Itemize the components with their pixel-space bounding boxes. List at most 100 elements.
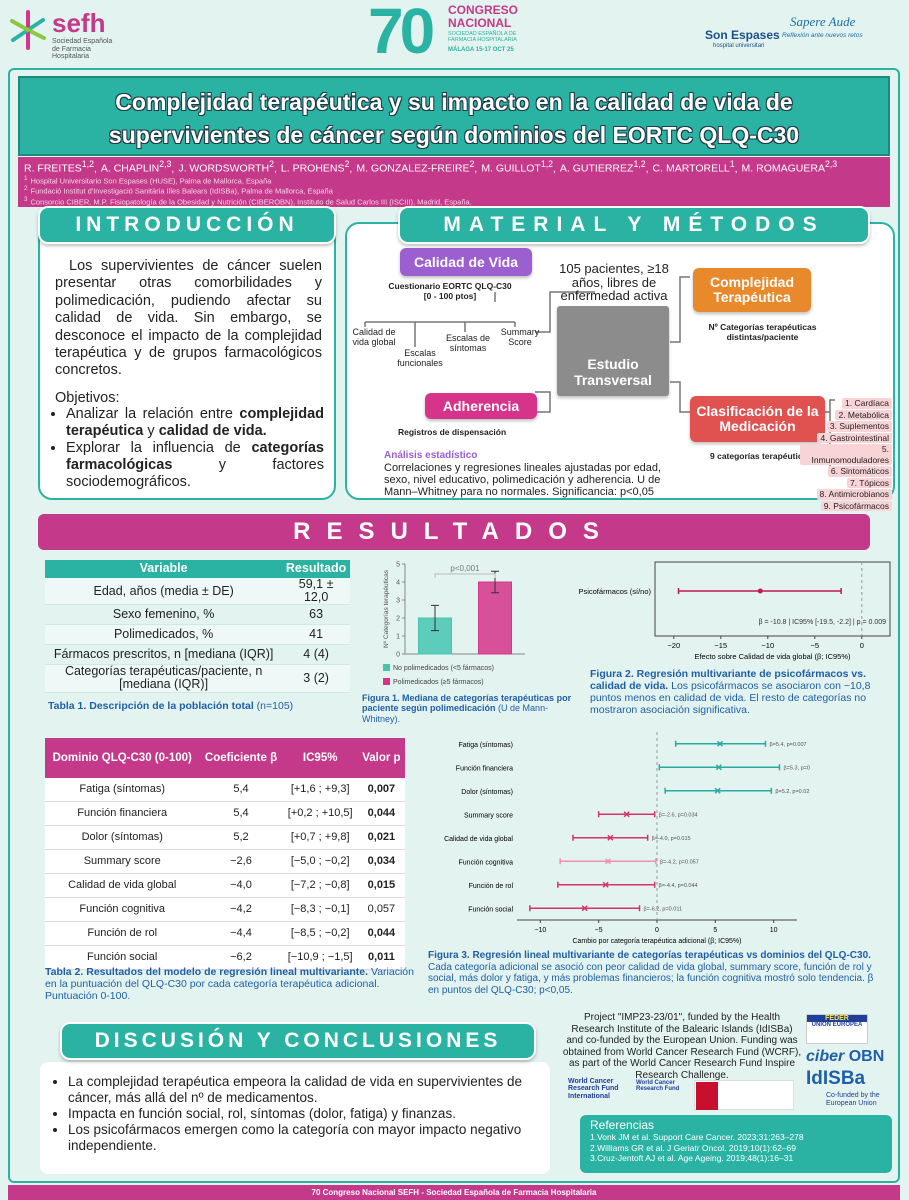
value-label: β=5.3, p=0.044 — [784, 765, 811, 771]
affiliation: 3 Consorcio CIBER, M.P. Fisiopatología de… — [24, 196, 884, 207]
author-name: A. GUTIERREZ — [559, 162, 634, 175]
header-cell: Coeficiente β — [199, 738, 283, 778]
author-sep: , — [349, 162, 353, 175]
category-item: 8. Antimicrobianos — [816, 489, 892, 500]
x-tick-label: −15 — [714, 641, 727, 650]
questionnaire-name: Cuestionario EORTC QLQ-C30 — [388, 281, 512, 291]
references-box: Referencias 1.Vonk JM et al. Support Car… — [580, 1115, 892, 1173]
author-name: M. GUILLOT — [481, 162, 541, 175]
results-heading: RESULTADOS — [38, 514, 870, 550]
table-cell: 5,4 — [199, 801, 283, 826]
x-tick-label: 0 — [655, 927, 659, 934]
y-tick-label: 1 — [396, 634, 400, 641]
category-label: Función de rol — [469, 883, 514, 890]
objective-part: calidad de vida. — [158, 422, 267, 439]
author-name: J. WORDSWORTH — [178, 162, 270, 175]
y-tick-label: 4 — [396, 580, 400, 587]
objective-part: y — [143, 422, 159, 439]
table2-caption: Tabla 2. Resultados del modelo de regres… — [45, 966, 415, 1002]
ciber: ciber — [806, 1048, 845, 1065]
table-cell: 0,044 — [357, 801, 405, 826]
path — [670, 381, 690, 413]
table-cell: 5,4 — [199, 778, 283, 802]
caption-title: Tabla 1. Descripción de la población tot… — [48, 700, 254, 712]
legend-label: Polimedicados (≥5 fármacos) — [393, 679, 484, 686]
scale: Escalas funcionales — [397, 348, 443, 368]
scale: Summary Score — [500, 327, 540, 347]
author-sep: , — [734, 162, 738, 175]
table-cell: [−5,0 ; −0,2] — [282, 849, 358, 874]
x-tick-label: −10 — [534, 927, 546, 934]
author-sup: 2,3 — [824, 159, 838, 169]
value-label: β=5.4, p=0.007 — [770, 742, 807, 748]
adherence-box: Adherencia — [425, 393, 537, 419]
author-sup: 1,2 — [540, 159, 553, 169]
table1-wrap: Variable Resultado Edad, años (media ± DE)… — [45, 560, 350, 693]
classification-box: Clasificación de la Medicación — [690, 396, 825, 442]
category-label: Función cognitiva — [459, 859, 514, 866]
table-cell: Fatiga (síntomas) — [45, 778, 200, 802]
table1: Variable Resultado Edad, años (media ± DE)… — [45, 560, 350, 693]
line — [11, 28, 30, 42]
scale: Calidad de vida global — [352, 327, 396, 347]
point — [604, 858, 612, 865]
point — [715, 764, 722, 771]
table-cell: 0,021 — [357, 825, 405, 850]
caption-note: (U de Mann-Whitney). — [362, 703, 549, 724]
scale: Escalas de síntomas — [445, 333, 491, 353]
category-item: 2. Metabólica — [835, 409, 892, 420]
header-row: Dominio QLQ-C30 (0-100) Coeficiente β IC95… — [45, 738, 405, 778]
value-label: β=5.2, p=0.021 — [775, 789, 810, 795]
classification-note: 9 categorías terapéuticas — [710, 451, 813, 461]
category-item: 5. Inmunomoduladores — [800, 444, 892, 465]
legend-label: No polimedicados (<5 fármacos) — [393, 665, 494, 672]
table-row: Dolor (síntomas) 5,2 [+0,7 ; +9,8] 0,021 — [45, 825, 405, 850]
sefh-logo: sefh — [52, 8, 106, 38]
affiliation-text: Hospital Universitario Son Espases (HUSE… — [30, 176, 272, 185]
hospital-sub: hospital universitari — [713, 43, 765, 49]
line — [26, 28, 46, 40]
category-list: 1. Cardíaca 2. Metabólica 3. Suplementos 4.… — [800, 398, 892, 512]
affiliation: 2 Fundació Institut d'Investigació Sanità… — [24, 185, 884, 196]
table-cell: −4,0 — [199, 873, 283, 898]
caption-note: Variación en la puntuación del QLQ-C30 p… — [45, 966, 414, 1003]
category-label: Función financiera — [456, 765, 513, 772]
author-sep: , — [93, 162, 97, 175]
study-box: Estudio Transversal — [557, 306, 669, 396]
point — [581, 905, 588, 912]
objective: Explorar la influencia de categorías far… — [66, 440, 324, 491]
x-tick-label: −20 — [667, 641, 680, 650]
path — [364, 321, 516, 347]
funding-text: Project "IMP23-23/01", funded by the Hea… — [562, 1012, 802, 1081]
author-sup: 2,3 — [159, 159, 172, 169]
intro-panel — [38, 222, 336, 500]
y-tick-label: 3 — [396, 598, 400, 605]
sefh-sub: Sociedad Española de Farmacia Hospitalar… — [52, 38, 113, 61]
x-tick-label: −10 — [761, 641, 774, 650]
author-sup: 2 — [344, 159, 350, 169]
methods-heading: MATERIAL Y MÉTODOS — [398, 206, 870, 244]
table-row: Sexo femenino, % 63 — [45, 604, 350, 626]
x-tick-label: −5 — [595, 927, 603, 934]
table-cell: Fármacos prescritos, n [mediana (IQR)] — [45, 644, 283, 666]
table-cell: Edad, años (media ± DE) — [45, 578, 283, 606]
category-label: Dolor (síntomas) — [461, 789, 513, 796]
reference: 3.Cruz-Jentoft AJ et al. Age Ageing. 201… — [590, 1153, 794, 1164]
table-cell: −2,6 — [199, 849, 283, 874]
caption-note: Los psicofármacos se asociaron con ~10,8… — [590, 680, 871, 717]
table-cell: [+0,2 ; +10,5] — [282, 801, 358, 826]
authors-box: R. FREITES1,2, A. CHAPLIN2,3, J. WORDSWORT… — [18, 157, 890, 207]
reference: 1.Vonk JM et al. Support Care Cancer. 20… — [590, 1132, 804, 1142]
author-sep: , — [645, 162, 649, 175]
eu: UNIÓN EUROPEA — [811, 1022, 863, 1028]
table-row: Fatiga (síntomas) 5,4 [+1,6 ; +9,3] 0,007 — [45, 778, 405, 802]
author-sup: 2 — [269, 159, 274, 169]
title-line: Complejidad terapéutica y su impacto en … — [115, 89, 793, 115]
qol-box: Calidad de Vida — [400, 248, 532, 276]
g — [10, 10, 46, 50]
caption-note: Cada categoría adicional se asoció con p… — [428, 961, 874, 996]
references-list: 1.Vonk JM et al. Support Care Cancer. 20… — [590, 1132, 882, 1164]
questionnaire: Cuestionario EORTC QLQ-C30 [0 - 100 ptos] — [370, 281, 530, 301]
figure1: 0 1 2 3 4 5 Nº Categorías terapéuticas No polim… — [383, 562, 525, 686]
